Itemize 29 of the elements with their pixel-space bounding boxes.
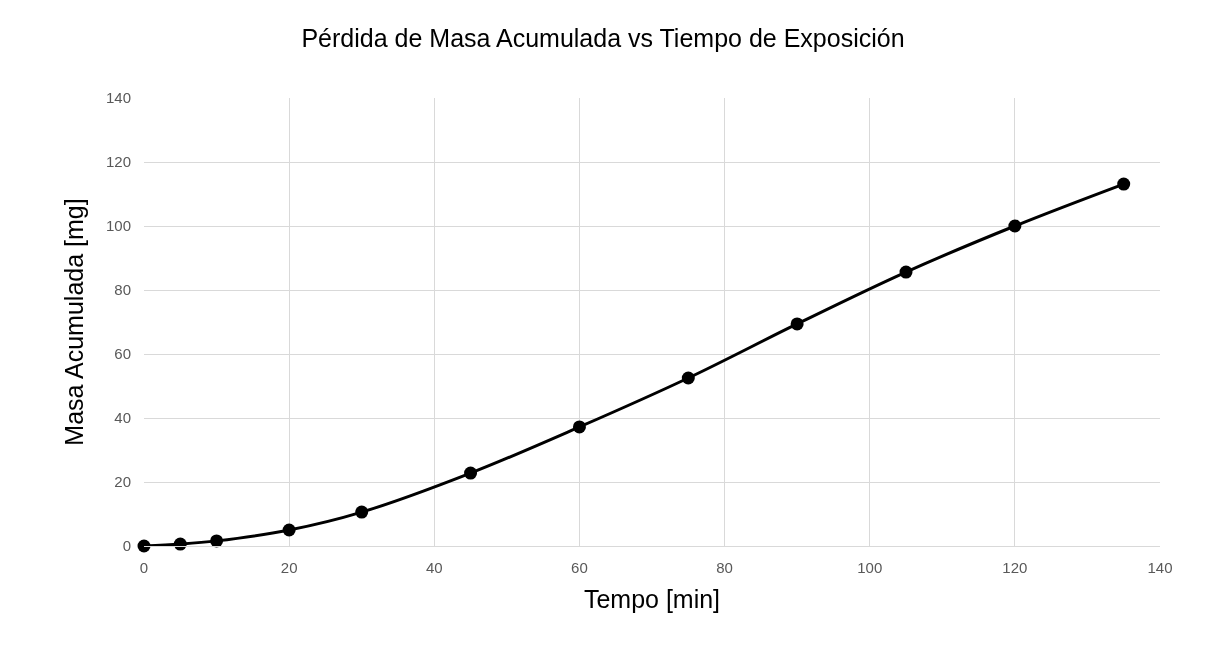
x-tick-label: 0 bbox=[139, 559, 149, 576]
x-tick-label: 140 bbox=[1147, 559, 1173, 576]
point bbox=[572, 420, 586, 434]
x-tick-label: 40 bbox=[425, 559, 443, 576]
y-tick-label: 20 bbox=[114, 473, 131, 491]
x-tick-label: 120 bbox=[1002, 559, 1028, 576]
y-tick-label: 140 bbox=[105, 89, 131, 107]
point bbox=[681, 371, 695, 385]
x-tick-label: 100 bbox=[857, 559, 883, 576]
y-tick-label: 40 bbox=[114, 409, 131, 427]
y-tick-label: 80 bbox=[114, 281, 131, 299]
y-tick-label: 120 bbox=[105, 153, 131, 171]
y-tick-label: 0 bbox=[122, 537, 131, 555]
point bbox=[282, 523, 296, 537]
point bbox=[790, 317, 804, 331]
point bbox=[1008, 219, 1022, 233]
chart-title: Pérdida de Masa Acumulada vs Tiempo de Exposición bbox=[301, 24, 905, 53]
point bbox=[1117, 177, 1131, 191]
x-tick-label: 20 bbox=[280, 559, 298, 576]
y-tick-label: 100 bbox=[105, 217, 131, 235]
point bbox=[899, 265, 913, 279]
point bbox=[210, 534, 224, 548]
point bbox=[464, 466, 478, 480]
y-axis-title: Masa Acumulada [mg] bbox=[59, 198, 88, 446]
y-tick-label: 60 bbox=[114, 345, 131, 363]
point bbox=[355, 505, 369, 519]
x-tick-label: 80 bbox=[716, 559, 733, 576]
x-axis-title: Tempo [min] bbox=[583, 585, 721, 613]
x-tick-label: 60 bbox=[571, 559, 588, 576]
